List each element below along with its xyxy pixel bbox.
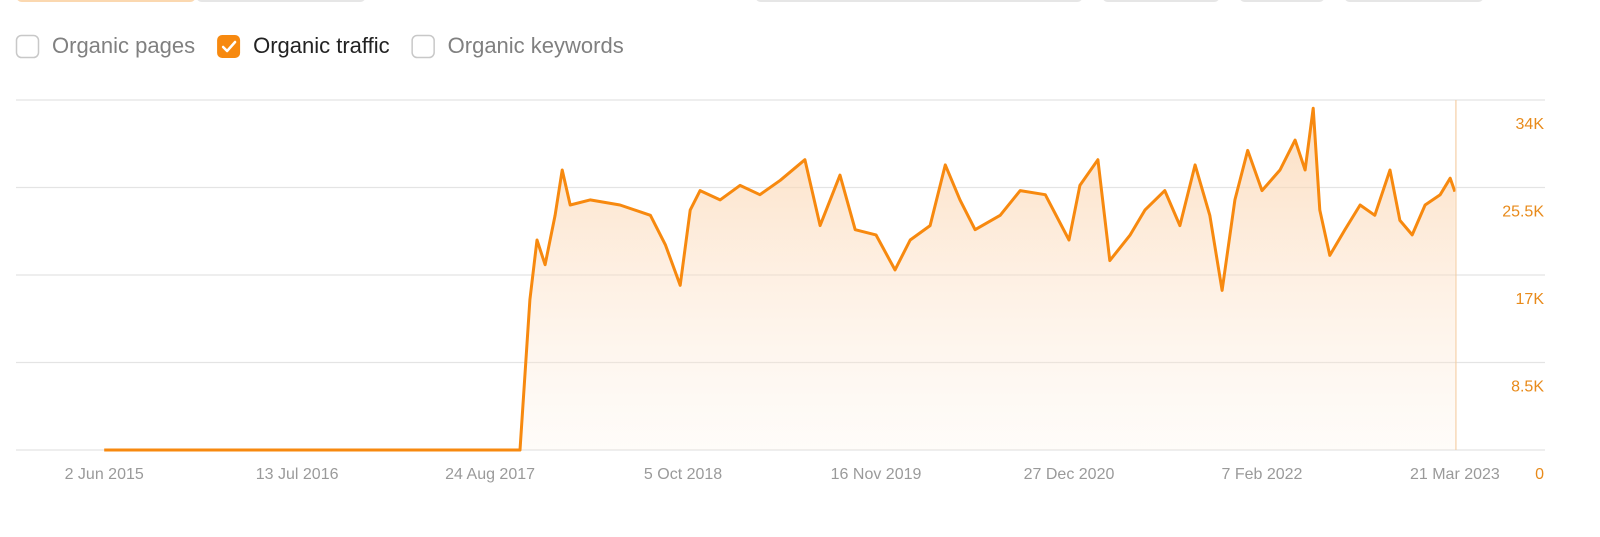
button[interactable] (1344, 0, 1484, 2)
checkbox[interactable] (217, 35, 241, 58)
x-tick-label: 2 Jun 2015 (65, 466, 144, 483)
tab[interactable] (196, 0, 366, 2)
x-tick-label: 7 Feb 2022 (1221, 466, 1302, 483)
y-tick-label: 25.5K (1502, 204, 1544, 221)
checkbox-label[interactable]: Organic keywords (448, 33, 624, 58)
button[interactable] (1239, 0, 1325, 2)
x-tick-label: 13 Jul 2016 (256, 466, 339, 483)
checkbox-label[interactable]: Organic pages (52, 33, 195, 58)
x-tick-label: 5 Oct 2018 (644, 466, 722, 483)
tab[interactable] (16, 0, 196, 2)
x-tick-label: 24 Aug 2017 (445, 466, 535, 483)
button[interactable] (1102, 0, 1220, 2)
y-tick-label: 0 (1535, 466, 1544, 483)
checkbox[interactable] (411, 34, 435, 59)
y-tick-label: 17K (1516, 291, 1545, 308)
y-tick-label: 8.5K (1511, 379, 1544, 396)
y-tick-label: 34K (1516, 116, 1545, 133)
x-tick-label: 27 Dec 2020 (1024, 466, 1115, 483)
line (104, 106, 1457, 452)
button[interactable] (755, 0, 1083, 2)
checkbox-label[interactable]: Organic traffic (253, 33, 390, 58)
checkbox[interactable] (15, 34, 40, 59)
x-tick-label: 16 Nov 2019 (831, 466, 922, 483)
check-mark (221, 40, 237, 53)
x-tick-label: 21 Mar 2023 (1410, 466, 1500, 483)
area-fill (104, 108, 1455, 450)
